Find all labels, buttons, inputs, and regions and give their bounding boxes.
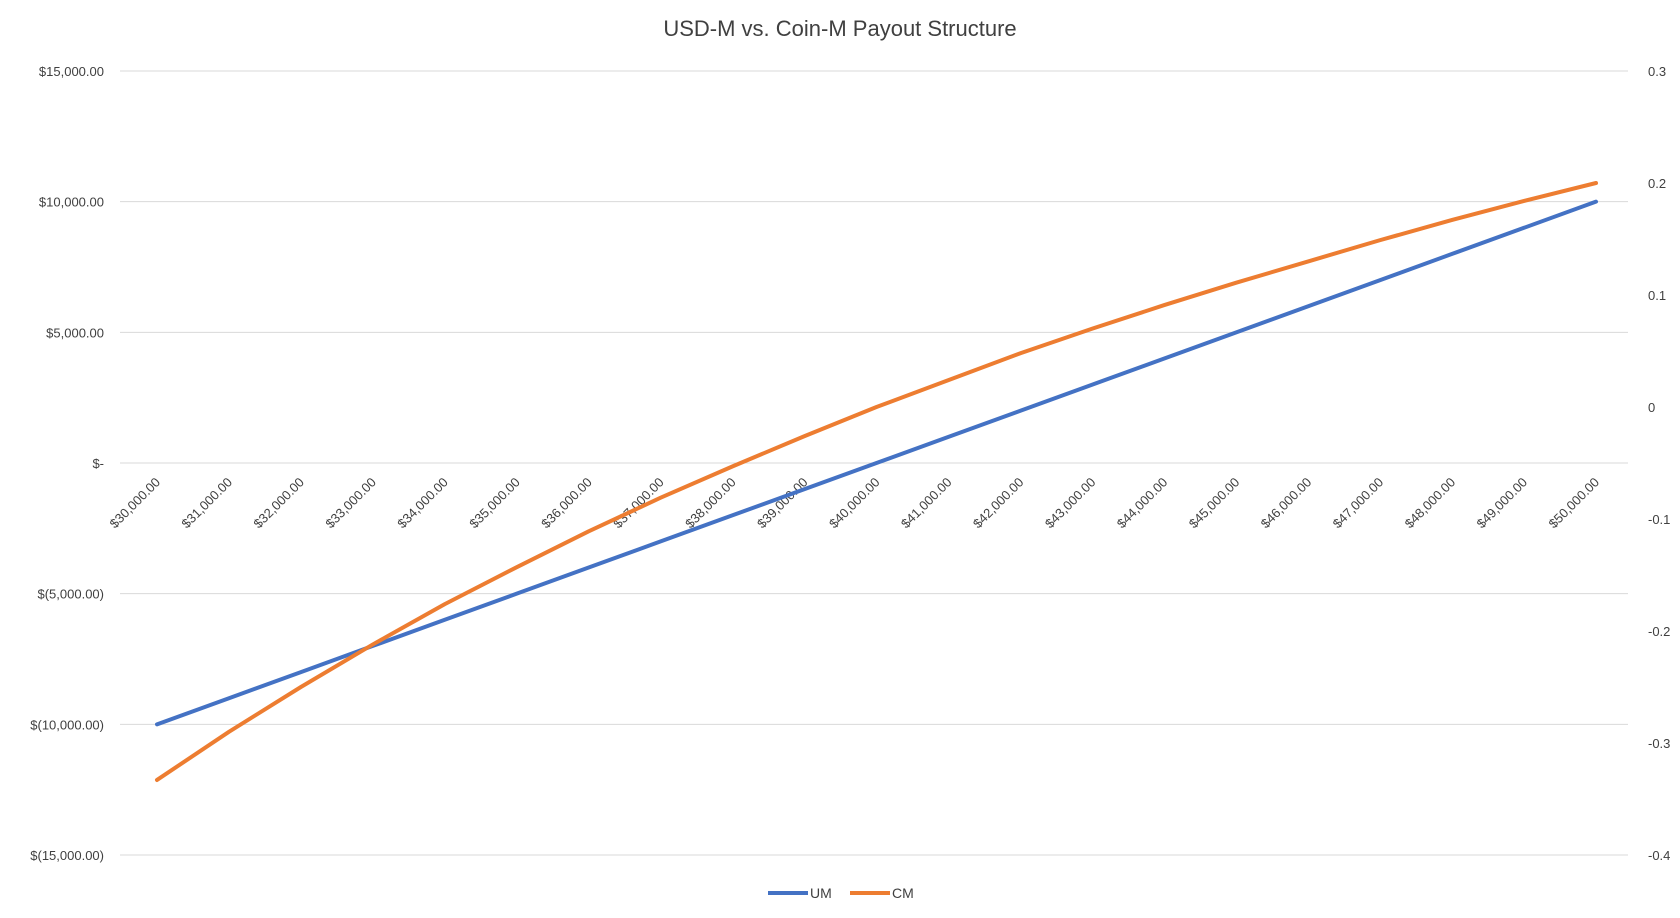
series-line-cm xyxy=(155,181,1598,782)
right-y-tick-label: 0 xyxy=(1648,400,1655,415)
right-y-tick-label: -0.1 xyxy=(1648,512,1670,527)
x-tick-label: $46,000.00 xyxy=(1258,475,1315,532)
x-tick-label: $50,000.00 xyxy=(1545,475,1602,532)
right-y-tick-label: -0.2 xyxy=(1648,624,1670,639)
left-y-tick-label: $(10,000.00) xyxy=(30,717,104,732)
legend-label-um: UM xyxy=(810,885,832,901)
left-y-tick-label: $10,000.00 xyxy=(39,195,104,210)
right-y-tick-label: -0.4 xyxy=(1648,848,1670,863)
legend: UM CM xyxy=(768,885,914,901)
left-y-tick-label: $(15,000.00) xyxy=(30,848,104,863)
x-tick-label: $41,000.00 xyxy=(898,475,955,532)
x-tick-label: $43,000.00 xyxy=(1042,475,1099,532)
right-y-axis: 0.3 0.2 0.1 0 -0.1 -0.2 -0.3 -0.4 xyxy=(1648,64,1670,863)
x-tick-label: $31,000.00 xyxy=(178,475,235,532)
x-tick-label: $47,000.00 xyxy=(1330,475,1387,532)
x-tick-label: $40,000.00 xyxy=(826,475,883,532)
x-tick-label: $36,000.00 xyxy=(538,475,595,532)
left-y-axis: $15,000.00 $10,000.00 $5,000.00 $- $(5,000.0… xyxy=(30,64,104,863)
x-tick-label: $45,000.00 xyxy=(1186,475,1243,532)
x-tick-label: $37,000.00 xyxy=(610,475,667,532)
x-axis: $30,000.00 $31,000.00 $32,000.00 $33,000.00… xyxy=(106,475,1602,532)
series-lines xyxy=(155,181,1598,782)
left-y-tick-label: $(5,000.00) xyxy=(38,587,105,602)
x-tick-label: $44,000.00 xyxy=(1114,475,1171,532)
left-y-tick-label: $5,000.00 xyxy=(46,325,104,340)
x-tick-label: $42,000.00 xyxy=(970,475,1027,532)
x-tick-label: $35,000.00 xyxy=(466,475,523,532)
right-y-tick-label: 0.2 xyxy=(1648,176,1666,191)
x-tick-label: $34,000.00 xyxy=(394,475,451,532)
x-tick-label: $48,000.00 xyxy=(1402,475,1459,532)
left-y-tick-label: $- xyxy=(92,456,104,471)
right-y-tick-label: 0.3 xyxy=(1648,64,1666,79)
gridlines xyxy=(120,70,1628,856)
right-y-tick-label: -0.3 xyxy=(1648,736,1670,751)
left-y-tick-label: $15,000.00 xyxy=(39,64,104,79)
x-tick-label: $30,000.00 xyxy=(106,475,163,532)
legend-label-cm: CM xyxy=(892,885,914,901)
chart-title: USD-M vs. Coin-M Payout Structure xyxy=(663,16,1016,41)
x-tick-label: $32,000.00 xyxy=(250,475,307,532)
x-tick-label: $33,000.00 xyxy=(322,475,379,532)
right-y-tick-label: 0.1 xyxy=(1648,288,1666,303)
x-tick-label: $49,000.00 xyxy=(1474,475,1531,532)
series-line-um xyxy=(155,199,1598,727)
